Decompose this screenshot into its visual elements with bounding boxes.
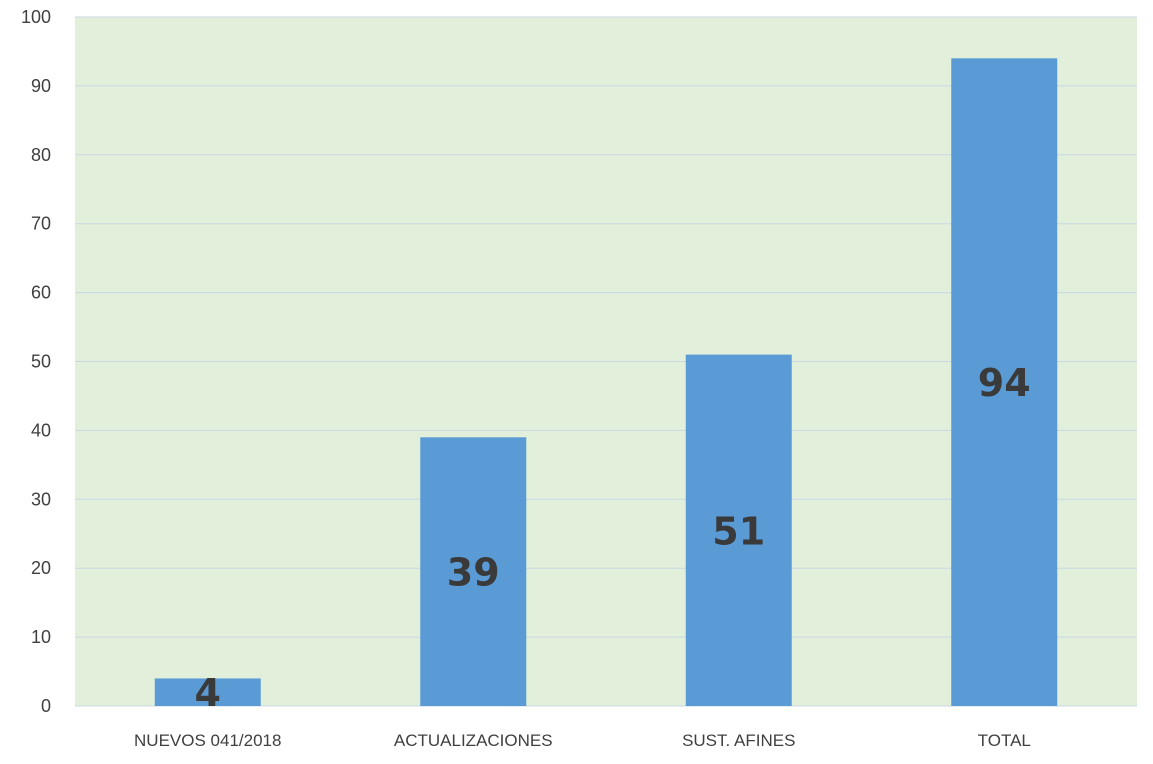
x-tick-label: NUEVOS 041/2018 — [134, 731, 281, 750]
bar — [951, 58, 1058, 706]
data-label: 94 — [978, 361, 1031, 405]
bar — [154, 678, 261, 706]
y-tick-label: 20 — [31, 558, 51, 578]
data-label: 4 — [195, 671, 221, 715]
y-tick-label: 90 — [31, 76, 51, 96]
data-label: 39 — [447, 551, 500, 595]
y-tick-label: 80 — [31, 145, 51, 165]
y-tick-label: 70 — [31, 214, 51, 234]
x-tick-label: TOTAL — [978, 731, 1031, 750]
y-tick-label: 10 — [31, 627, 51, 647]
y-tick-label: 30 — [31, 489, 51, 509]
bar — [685, 354, 792, 706]
y-tick-label: 50 — [31, 352, 51, 372]
x-tick-label: SUST. AFINES — [682, 731, 795, 750]
y-tick-label: 0 — [41, 696, 51, 716]
y-tick-label: 100 — [21, 7, 51, 27]
bar — [420, 437, 527, 706]
data-label: 51 — [712, 509, 765, 553]
x-tick-label: ACTUALIZACIONES — [394, 731, 553, 750]
y-tick-label: 40 — [31, 420, 51, 440]
y-tick-label: 60 — [31, 283, 51, 303]
